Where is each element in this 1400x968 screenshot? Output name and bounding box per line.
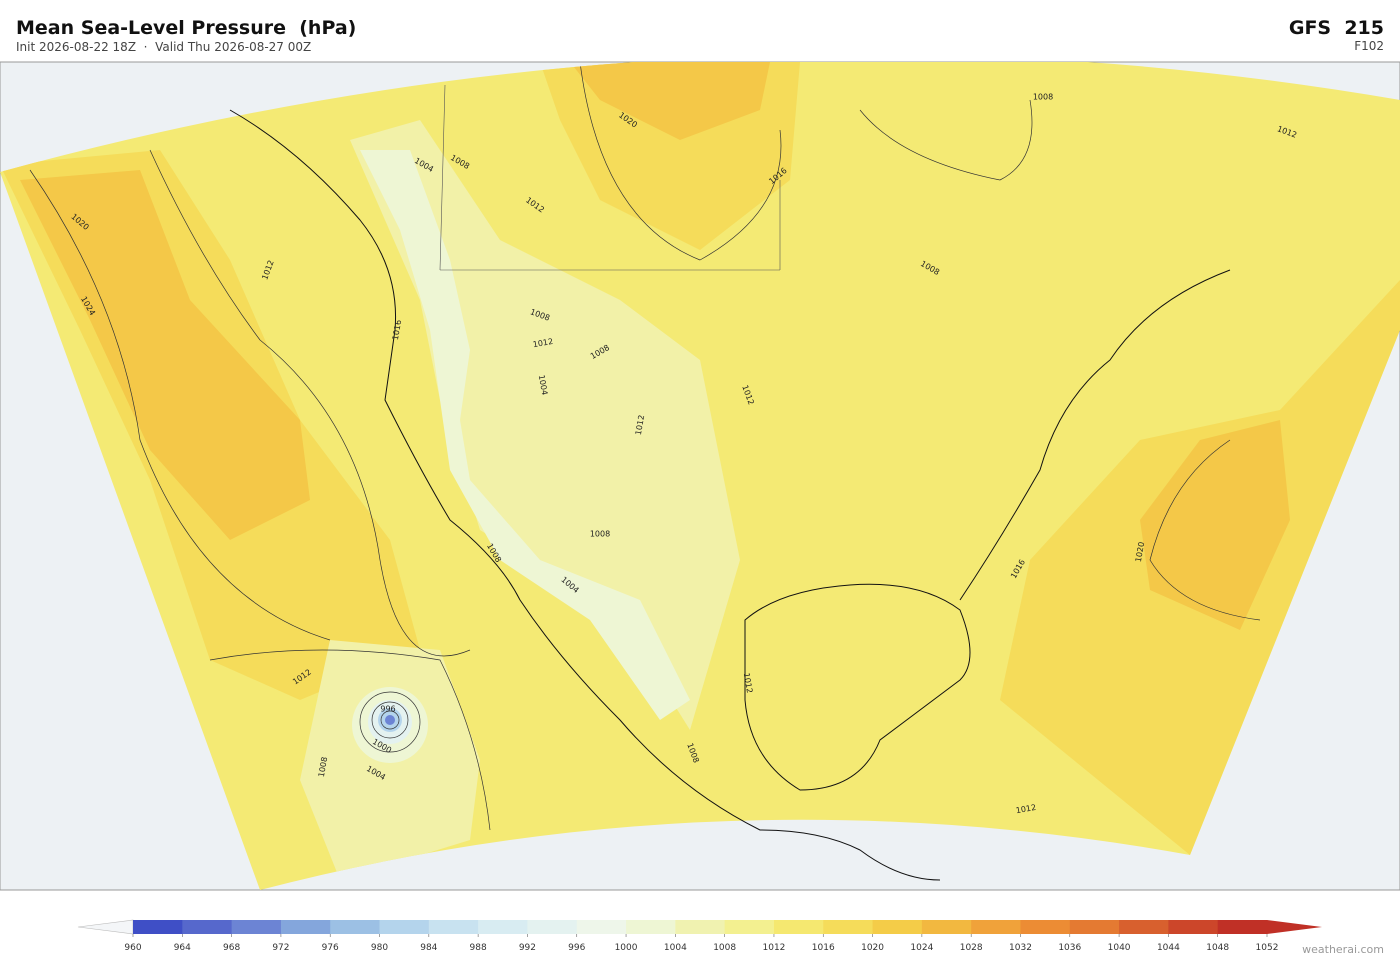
- subtitle: Init 2026-08-22 18Z · Valid Thu 2026-08-…: [16, 40, 311, 54]
- colorbar-segment: [626, 920, 676, 934]
- colorbar-tick-label: 1048: [1206, 943, 1229, 953]
- colorbar-tick-label: 1004: [664, 943, 687, 953]
- colorbar-segment: [823, 920, 874, 934]
- colorbar-segment: [330, 920, 381, 934]
- colorbar-segment: [1119, 920, 1169, 934]
- colorbar-tick-label: 988: [470, 943, 487, 953]
- colorbar-segment: [724, 920, 775, 934]
- colorbar: 960 964 968 972 976 980 984 988 992 996 1000 1004 10…: [77, 919, 1322, 953]
- colorbar-segment: [773, 920, 824, 934]
- colorbar-segment: [1069, 920, 1120, 934]
- colorbar-tick-label: 1044: [1157, 943, 1180, 953]
- pressure-region: [570, 62, 770, 140]
- colorbar-segment: [1020, 920, 1071, 934]
- colorbar-tick-label: 1024: [910, 943, 933, 953]
- contour-label: 996: [380, 705, 395, 714]
- colorbar-tick-label: 1028: [960, 943, 983, 953]
- colorbar-tick-label: 968: [223, 943, 240, 953]
- colorbar-tick-label: 1012: [763, 943, 786, 953]
- contour-label: 1012: [532, 337, 554, 349]
- isobar: [579, 62, 782, 261]
- title: Mean Sea-Level Pressure (hPa): [16, 17, 356, 39]
- colorbar-segment: [478, 920, 528, 934]
- colorbar-tick-label: 980: [371, 943, 388, 953]
- colorbar-tick-label: 1020: [861, 943, 884, 953]
- colorbar-segment: [379, 920, 430, 934]
- colorbar-tick-label: 960: [124, 943, 141, 953]
- contour-label: 1008: [1033, 93, 1053, 102]
- colorbar-tick-label: 1000: [615, 943, 638, 953]
- contour-label: 1012: [634, 414, 646, 436]
- pressure-region: [1140, 420, 1290, 630]
- credit: weatherai.com: [1302, 943, 1384, 956]
- colorbar-segment: [872, 920, 923, 934]
- colorbar-tick-label: 1036: [1058, 943, 1081, 953]
- contour-label: 1008: [317, 756, 329, 778]
- border: [439, 84, 781, 271]
- contour-label: 1004: [537, 374, 549, 396]
- isobar: [359, 691, 421, 753]
- forecast-hour: F102: [1354, 39, 1384, 53]
- pressure-region: [20, 170, 310, 540]
- colorbar-tick-label: 984: [420, 943, 437, 953]
- colorbar-segment: [1168, 920, 1219, 934]
- colorbar-tick-label: 1032: [1009, 943, 1032, 953]
- isobar: [29, 169, 331, 641]
- colorbar-segment: [428, 920, 479, 934]
- colorbar-segment: [231, 920, 282, 934]
- colorbar-extend-high: [1267, 920, 1322, 934]
- model-label: GFS 215: [1289, 17, 1384, 39]
- colorbar-segment: [576, 920, 627, 934]
- colorbar-tick-label: 1040: [1108, 943, 1131, 953]
- contour-label: 1008: [590, 530, 610, 539]
- colorbar-tick-label: 976: [322, 943, 339, 953]
- colorbar-segment: [527, 920, 578, 934]
- isobar: [380, 710, 400, 730]
- contour-label: 1012: [742, 672, 754, 694]
- contour-label: 1020: [1134, 541, 1146, 563]
- colorbar-tick-label: 972: [272, 943, 289, 953]
- isobar: [1149, 439, 1261, 621]
- isobar: [859, 99, 1033, 181]
- colorbar-tick-label: 992: [519, 943, 536, 953]
- coastline: [229, 109, 941, 881]
- isobar: [371, 701, 409, 739]
- contour-label: 1012: [1015, 803, 1037, 815]
- map: 1020 1024 1012 1016 1004 1008 1012 1020 …: [0, 61, 1400, 891]
- colorbar-extend-low: [77, 919, 134, 935]
- colorbar-tick-label: 964: [174, 943, 191, 953]
- isobar: [209, 649, 491, 831]
- low-center: [385, 715, 395, 725]
- coastline: [744, 583, 971, 791]
- coastline: [959, 269, 1231, 601]
- isobar: [149, 149, 471, 657]
- colorbar-tick-label: 1016: [812, 943, 835, 953]
- colorbar-segment: [133, 920, 183, 934]
- colorbar-tick-label: 1008: [713, 943, 736, 953]
- colorbar-segment: [1217, 920, 1268, 934]
- contour-label: 1016: [391, 319, 403, 341]
- colorbar-segment: [280, 920, 331, 934]
- colorbar-tick-label: 1052: [1256, 943, 1279, 953]
- pressure-region: [360, 150, 690, 720]
- colorbar-segment: [182, 920, 233, 934]
- colorbar-segment: [675, 920, 726, 934]
- colorbar-tick-label: 996: [568, 943, 585, 953]
- colorbar-segment: [971, 920, 1021, 934]
- colorbar-segment: [921, 920, 972, 934]
